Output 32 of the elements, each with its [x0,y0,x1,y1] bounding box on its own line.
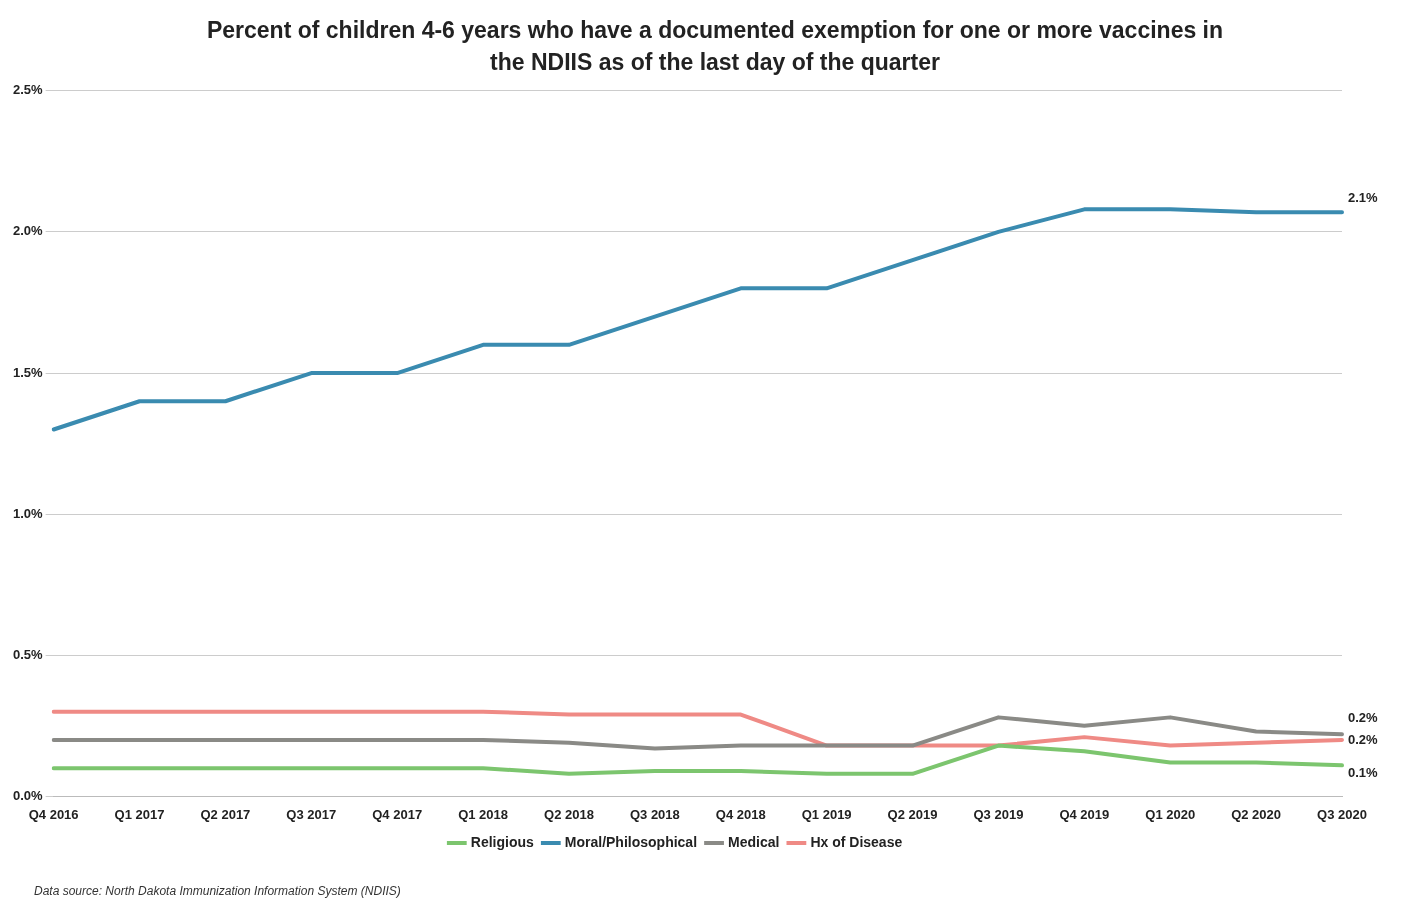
x-tick-label: Q3 2018 [629,806,680,822]
y-tick-label: 1.0% [12,505,44,521]
x-tick-label: Q4 2016 [28,806,79,822]
x-tick-label: Q4 2018 [715,806,766,822]
x-tick-label: Q1 2020 [1145,806,1196,822]
data-label: 0.2% [1348,731,1379,747]
x-tick-label: Q3 2017 [286,806,337,822]
x-tick-label: Q2 2020 [1231,806,1282,822]
legend-label: Moral/Philosophical [564,833,698,850]
x-tick-label: Q1 2018 [458,806,509,822]
y-tick-label: 2.5% [12,82,44,98]
source-note: Data source: North Dakota Immunization Information System (NDIIS) [34,884,401,898]
legend-label: Religious [470,833,535,850]
x-tick-label: Q2 2019 [887,806,938,822]
data-label: 0.2% [1348,709,1379,725]
legend-label: Hx of Disease [810,833,903,850]
x-tick-label: Q4 2017 [372,806,423,822]
x-tick-label: Q2 2018 [544,806,594,822]
y-tick-label: 2.0% [12,223,44,239]
x-tick-label: Q1 2017 [114,806,165,822]
x-tick-label: Q3 2020 [1317,806,1367,822]
y-tick-label: 1.5% [12,364,44,380]
x-tick-label: Q1 2019 [801,806,852,822]
x-tick-label: Q3 2019 [973,806,1024,822]
legend-label: Medical [728,833,780,850]
data-label: 0.1% [1348,764,1379,780]
x-tick-label: Q2 2017 [200,806,251,822]
chart-title: Percent of children 4-6 years who have a documented exemption for one or more vaccines in the NDIIS as of the last day of the quarter [205,16,1225,77]
y-tick-label: 0.0% [12,787,44,803]
x-tick-label: Q4 2019 [1059,806,1110,822]
data-label: 2.1% [1348,189,1379,205]
y-tick-label: 0.5% [12,646,44,662]
